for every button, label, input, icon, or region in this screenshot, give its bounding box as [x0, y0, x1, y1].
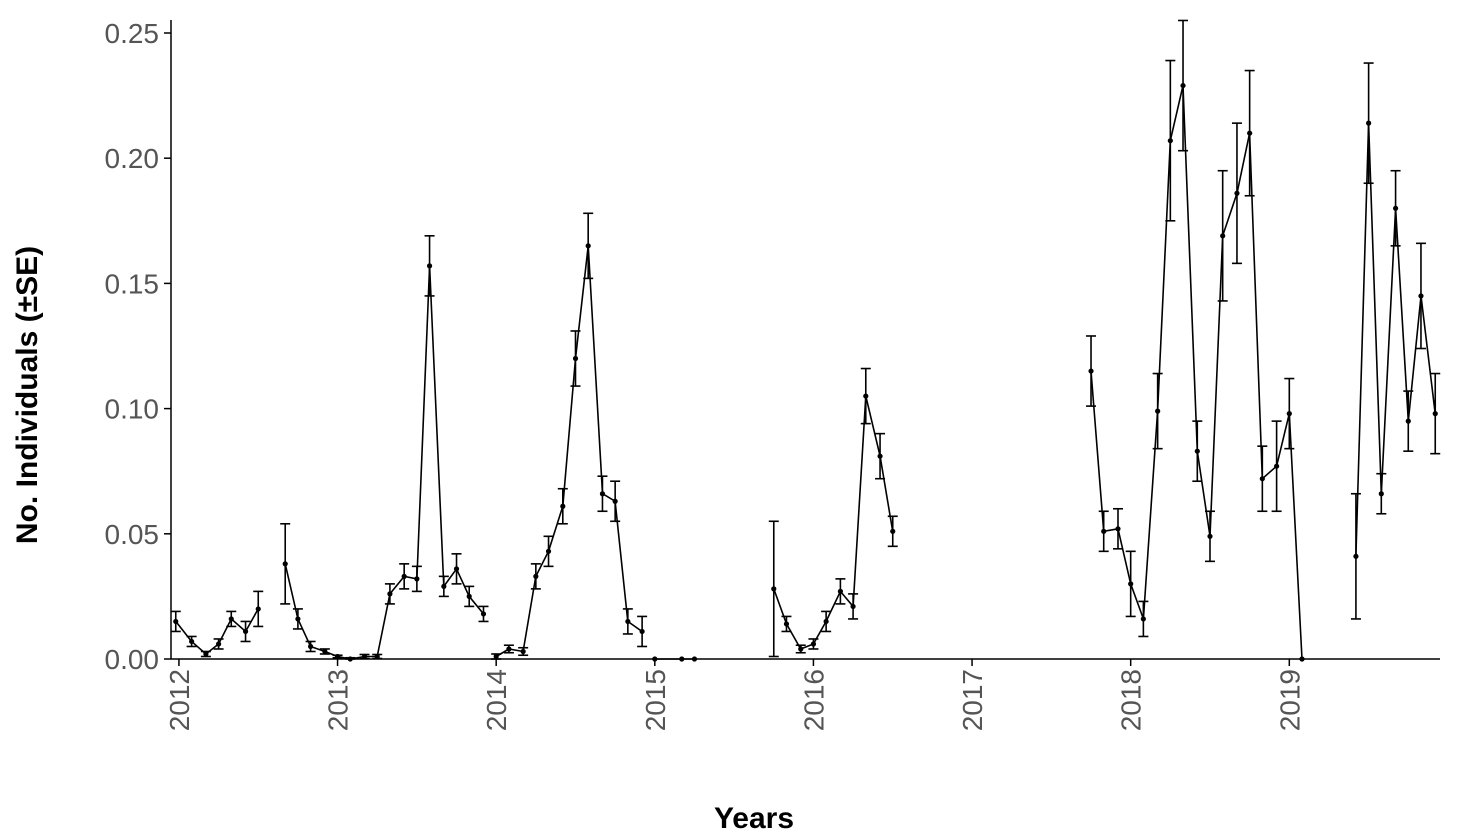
data-point: [863, 393, 869, 399]
data-point: [466, 593, 472, 600]
data-point: [401, 573, 407, 579]
data-point: [810, 641, 817, 647]
x-tick-label: 2018: [1116, 669, 1147, 731]
data-point: [242, 628, 249, 635]
x-tick-label: 2012: [164, 669, 195, 731]
data-point: [560, 503, 566, 509]
data-point: [1220, 233, 1226, 239]
x-tick-label: 2017: [957, 669, 988, 731]
data-point: [625, 618, 631, 625]
x-tick-label: 2019: [1274, 669, 1305, 731]
data-point: [837, 588, 843, 594]
data-point: [1418, 293, 1424, 299]
data-point: [850, 603, 856, 610]
data-point: [585, 243, 591, 249]
data-point: [1259, 476, 1265, 482]
data-point: [572, 355, 579, 362]
x-axis-title: Years: [714, 802, 794, 835]
data-point: [295, 616, 301, 622]
data-point: [877, 453, 883, 459]
data-point: [1432, 411, 1438, 417]
data-point: [823, 618, 829, 625]
y-tick-label: 0.25: [105, 18, 160, 49]
data-point: [599, 491, 606, 497]
series-line: [284, 265, 485, 660]
data-point: [441, 583, 447, 589]
data-point: [1366, 120, 1372, 126]
data-point: [1286, 411, 1292, 417]
data-point: [1247, 130, 1253, 136]
data-point: [771, 586, 777, 592]
data-point: [387, 591, 393, 597]
y-tick-label: 0.15: [105, 268, 160, 299]
data-point: [1101, 528, 1107, 534]
data-point: [1405, 418, 1411, 424]
y-axis-title: No. Individuals (±SE): [11, 246, 44, 544]
data-point: [414, 576, 420, 582]
x-tick-label: 2013: [323, 669, 354, 731]
x-axis-ticks: 2012 2013 2014 2015 2016 2017 2018 2019: [164, 659, 1305, 731]
data-point: [533, 573, 539, 579]
y-tick-label: 0.00: [105, 644, 160, 675]
data-point: [1180, 82, 1186, 89]
data-point: [1353, 553, 1359, 559]
data-point: [322, 648, 328, 655]
data-point: [1155, 408, 1161, 414]
data-point: [798, 646, 804, 652]
data-point: [1274, 463, 1280, 469]
data-point: [520, 648, 526, 655]
data-point: [545, 548, 552, 554]
data-point: [1194, 448, 1200, 454]
data-point: [361, 653, 368, 660]
data-point: [493, 653, 499, 660]
data-point: [1392, 205, 1399, 211]
data-point: [334, 653, 341, 660]
data-point: [1234, 190, 1240, 196]
series-line: [773, 395, 894, 650]
data-point: [173, 618, 179, 625]
data-point: [480, 611, 487, 617]
data-point: [189, 638, 195, 645]
y-tick-label: 0.20: [105, 143, 160, 174]
data-point: [453, 566, 460, 572]
y-tick-label: 0.10: [105, 394, 160, 425]
data-point: [228, 616, 234, 622]
data-point: [426, 263, 433, 269]
data-point: [1088, 368, 1094, 374]
data-point: [1115, 526, 1121, 532]
data-point: [374, 653, 380, 660]
data-point: [1140, 616, 1146, 622]
x-tick-label: 2014: [481, 669, 512, 731]
x-tick-label: 2016: [798, 669, 829, 731]
series-line: [495, 245, 643, 658]
data-point: [255, 606, 261, 612]
data-point: [1167, 138, 1173, 144]
data-point: [639, 628, 645, 635]
data-point: [1128, 581, 1134, 587]
data-point: [282, 561, 288, 567]
series-line: [1090, 85, 1303, 660]
y-tick-label: 0.05: [105, 519, 160, 550]
y-axis-ticks: 0.00 0.05 0.10 0.15 0.20 0.25: [105, 18, 171, 675]
data-point: [506, 646, 512, 652]
data-point: [307, 643, 314, 650]
data-point: [203, 651, 209, 657]
x-tick-label: 2015: [640, 669, 671, 731]
data-point: [890, 528, 896, 534]
data-point: [1207, 533, 1213, 539]
data-point: [612, 498, 618, 504]
data-point: [783, 621, 790, 627]
data-point: [215, 641, 222, 647]
plot-area: [170, 19, 1441, 662]
data-point: [1378, 491, 1384, 497]
